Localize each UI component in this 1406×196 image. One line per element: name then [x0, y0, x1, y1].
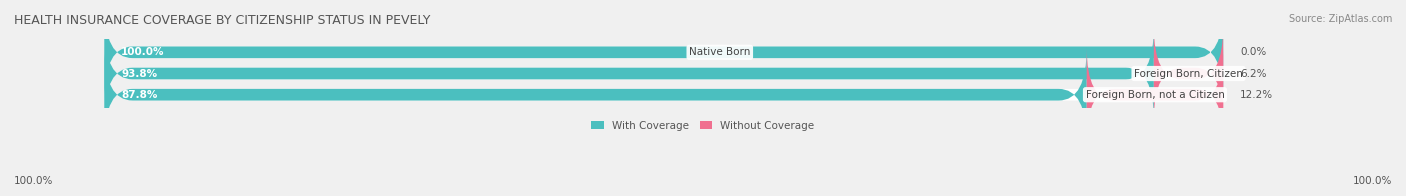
- Text: 93.8%: 93.8%: [121, 69, 157, 79]
- FancyBboxPatch shape: [1154, 26, 1223, 121]
- Text: HEALTH INSURANCE COVERAGE BY CITIZENSHIP STATUS IN PEVELY: HEALTH INSURANCE COVERAGE BY CITIZENSHIP…: [14, 14, 430, 27]
- Text: Foreign Born, not a Citizen: Foreign Born, not a Citizen: [1085, 90, 1225, 100]
- Text: Native Born: Native Born: [689, 47, 751, 57]
- FancyBboxPatch shape: [104, 5, 1223, 100]
- Text: 100.0%: 100.0%: [14, 176, 53, 186]
- Text: 6.2%: 6.2%: [1240, 69, 1267, 79]
- Text: 100.0%: 100.0%: [121, 47, 165, 57]
- Text: 100.0%: 100.0%: [1353, 176, 1392, 186]
- Legend: With Coverage, Without Coverage: With Coverage, Without Coverage: [588, 116, 818, 135]
- FancyBboxPatch shape: [104, 26, 1223, 121]
- FancyBboxPatch shape: [1087, 48, 1223, 142]
- Text: 12.2%: 12.2%: [1240, 90, 1272, 100]
- Text: 87.8%: 87.8%: [121, 90, 157, 100]
- Text: 0.0%: 0.0%: [1240, 47, 1267, 57]
- FancyBboxPatch shape: [104, 5, 1223, 100]
- Text: Source: ZipAtlas.com: Source: ZipAtlas.com: [1288, 14, 1392, 24]
- Text: Foreign Born, Citizen: Foreign Born, Citizen: [1135, 69, 1243, 79]
- FancyBboxPatch shape: [104, 48, 1087, 142]
- FancyBboxPatch shape: [104, 48, 1223, 142]
- FancyBboxPatch shape: [104, 26, 1154, 121]
